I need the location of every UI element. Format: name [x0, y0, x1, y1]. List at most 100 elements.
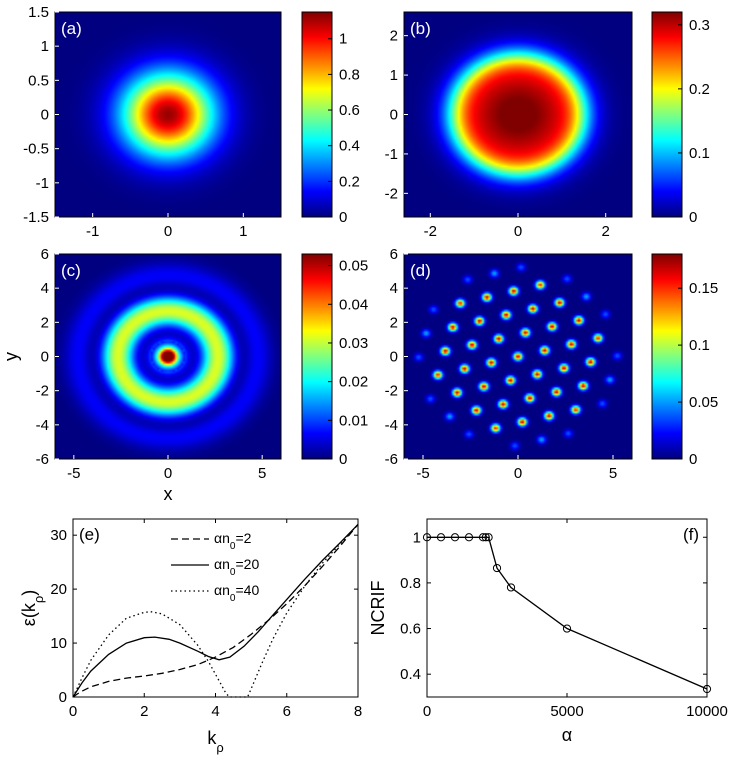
y-tick-label: -2 — [36, 383, 49, 400]
colorbar-a — [302, 12, 332, 217]
x-tick-label: 5 — [258, 465, 266, 482]
panel-d: -5 0 5 6 4 2 0 -2 -4 -6 (d) 0.15 0.1 0.05 0 — [385, 246, 719, 482]
series-line-2 — [72, 523, 359, 698]
colorbar-tick-label: 0.3 — [689, 17, 710, 34]
y-tick-label: -0.5 — [23, 141, 49, 158]
y-tick-label: -4 — [36, 417, 49, 434]
colorbar-tick-label: 0.2 — [689, 81, 710, 98]
colorbar-tick-label: 0.01 — [339, 412, 368, 429]
y-tick-label: 0.4 — [400, 666, 421, 683]
x-tick-label: 1 — [239, 223, 247, 240]
panel-label: (a) — [61, 19, 82, 38]
y-tick-label: -2 — [385, 185, 398, 202]
y-tick-label: 2 — [390, 28, 398, 45]
data-point — [436, 533, 446, 542]
y-tick-label: 1 — [413, 529, 421, 546]
colorbar-tick-label: 0.02 — [339, 374, 368, 391]
heatmap-b — [404, 12, 632, 217]
colorbar-tick-label: 0 — [689, 209, 697, 226]
y-tick-label: 0 — [41, 107, 49, 124]
x-axis-label: α — [562, 725, 572, 745]
x-tick-label: 0 — [69, 703, 77, 720]
x-tick-label: -1 — [86, 223, 99, 240]
y-tick-label: 0 — [41, 349, 49, 366]
y-tick-label: -2 — [385, 383, 398, 400]
colorbar-tick-label: 0.8 — [339, 66, 360, 83]
x-axis-label: x — [164, 484, 173, 504]
colorbar-frame — [651, 11, 683, 218]
y-tick-label: 6 — [41, 246, 49, 263]
y-tick-label: -4 — [385, 417, 398, 434]
heatmap-a — [55, 12, 281, 217]
y-tick-label: -1.5 — [23, 209, 49, 226]
y-tick-label: -6 — [36, 451, 49, 468]
heatmap-c — [55, 254, 281, 459]
colorbar-frame — [301, 11, 333, 218]
x-tick-label: -5 — [67, 465, 80, 482]
data-point — [484, 533, 493, 542]
y-axis-label: y — [1, 352, 21, 361]
series-line-1 — [427, 536, 708, 690]
data-point — [506, 583, 516, 592]
x-tick-label: 5000 — [550, 703, 583, 720]
colorbar-tick-label: 0 — [339, 451, 347, 468]
axes-frame — [426, 518, 708, 698]
colorbar-d — [652, 254, 682, 459]
colorbar-tick-label: 0.04 — [339, 296, 368, 313]
legend-label: αn0=40 — [214, 582, 259, 604]
data-point — [450, 533, 460, 542]
y-axis-label: NCRIF — [368, 581, 388, 636]
x-tick-label: 0 — [423, 703, 431, 720]
colorbar-frame — [651, 253, 683, 460]
y-tick-label: 10 — [50, 635, 67, 652]
colorbar-tick-label: 0.6 — [339, 102, 360, 119]
legend-label: αn0=20 — [214, 556, 259, 578]
x-tick-label: 0 — [514, 465, 522, 482]
y-tick-label: 30 — [50, 527, 67, 544]
y-tick-label: 0 — [390, 107, 398, 124]
y-tick-label: 1.5 — [28, 4, 49, 21]
x-tick-label: 2 — [140, 703, 148, 720]
y-tick-label: 1 — [41, 38, 49, 55]
legend-label: αn0=2 — [214, 530, 252, 552]
colorbar-c — [302, 254, 332, 459]
y-tick-label: 0 — [390, 349, 398, 366]
y-tick-label: -6 — [385, 451, 398, 468]
x-axis-label: kρ — [207, 728, 223, 755]
x-tick-label: 6 — [283, 703, 291, 720]
x-tick-label: 10000 — [686, 703, 728, 720]
colorbar-tick-label: 0 — [689, 451, 697, 468]
data-point — [464, 533, 474, 542]
colorbar-tick-label: 0.1 — [689, 337, 710, 354]
x-tick-label: 2 — [602, 223, 610, 240]
x-tick-label: -2 — [424, 223, 437, 240]
data-point — [702, 684, 712, 694]
y-tick-label: 0.5 — [28, 72, 49, 89]
y-tick-label: 20 — [50, 581, 67, 598]
colorbar-tick-label: 0.2 — [339, 173, 360, 190]
x-tick-label: -5 — [416, 465, 429, 482]
y-tick-label: -1 — [36, 175, 49, 192]
x-tick-label: 4 — [211, 703, 219, 720]
colorbar-tick-label: 0.4 — [339, 138, 360, 155]
x-tick-label: 0 — [514, 223, 522, 240]
panel-a: -1 0 1 1.5 1 0.5 0 -0.5 -1 -1.5 (a) 1 0.8 0.6 0.4 0.2 0 — [23, 4, 360, 240]
x-tick-label: 8 — [354, 703, 362, 720]
panel-e: 0 2 4 6 8 0 10 20 30 (e) αn0=2 αn0=20 αn0=40 kρ ε(kρ) — [19, 518, 362, 755]
panel-label: (d) — [410, 261, 431, 280]
y-tick-label: 1 — [390, 67, 398, 84]
x-tick-label: 0 — [164, 465, 172, 482]
axes-frame — [72, 518, 359, 698]
y-tick-label: 0.8 — [400, 575, 421, 592]
colorbar-tick-label: 0.15 — [689, 280, 718, 297]
y-tick-label: 0 — [59, 689, 67, 706]
panel-label: (f) — [683, 525, 699, 544]
x-tick-label: 5 — [609, 465, 617, 482]
y-tick-label: 4 — [41, 280, 49, 297]
y-tick-label: 2 — [41, 314, 49, 331]
panel-f: 0 5000 10000 0.4 0.6 0.8 1 (f) α NCRIF — [368, 518, 728, 745]
data-point — [562, 624, 572, 633]
colorbar-tick-label: 0.1 — [689, 145, 710, 162]
y-tick-label: 6 — [390, 246, 398, 263]
